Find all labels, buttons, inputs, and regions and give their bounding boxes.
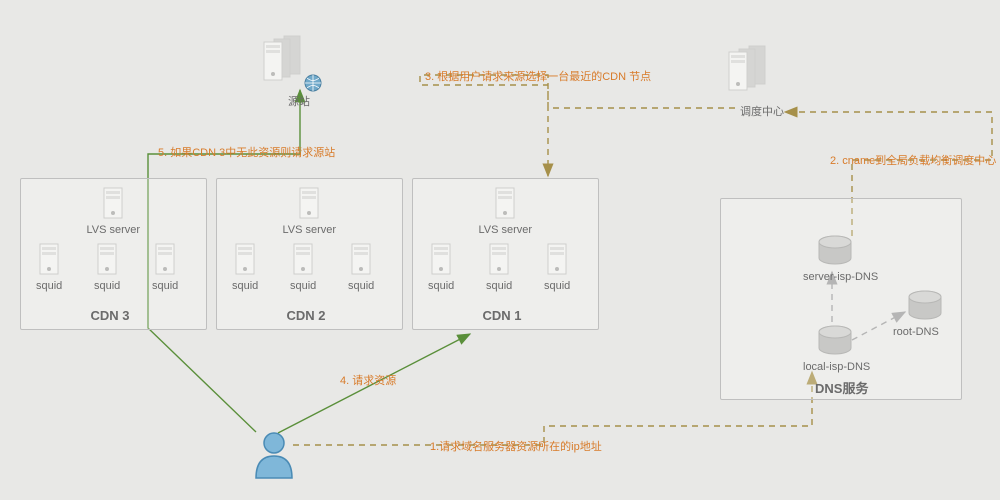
step-label-3: 3. 根据用户请求来源选择一台最近的CDN 节点 bbox=[425, 68, 651, 84]
squid-label: squid bbox=[290, 280, 316, 292]
dispatch-server-icon bbox=[725, 40, 787, 96]
lvs-label: LVS server bbox=[87, 224, 141, 236]
cdn-title: CDN 3 bbox=[91, 308, 130, 323]
diagram-root: { "canvas":{"w":1000,"h":500,"bg":"#e8e8… bbox=[0, 0, 1000, 500]
database-icon bbox=[905, 290, 945, 329]
origin-label: 源站 bbox=[288, 93, 310, 109]
squid-server-icon bbox=[34, 240, 64, 278]
lvs-server-icon bbox=[490, 184, 520, 222]
user-icon bbox=[252, 430, 296, 485]
step-label-1: 1.请求域名服务器资源所在的ip地址 bbox=[430, 438, 602, 454]
squid-label: squid bbox=[152, 280, 178, 292]
lvs-label: LVS server bbox=[479, 224, 533, 236]
squid-server-icon bbox=[484, 240, 514, 278]
dns-title: DNS服务 bbox=[815, 378, 868, 397]
squid-server-icon bbox=[288, 240, 318, 278]
dns-node-label: local-isp-DNS bbox=[803, 361, 870, 373]
squid-server-icon bbox=[426, 240, 456, 278]
dns-node-label: server-isp-DNS bbox=[803, 271, 878, 283]
squid-label: squid bbox=[94, 280, 120, 292]
lvs-server-icon bbox=[294, 184, 324, 222]
squid-server-icon bbox=[92, 240, 122, 278]
squid-server-icon bbox=[542, 240, 572, 278]
database-icon bbox=[815, 325, 855, 364]
cdn-title: CDN 1 bbox=[483, 308, 522, 323]
lvs-label: LVS server bbox=[283, 224, 337, 236]
squid-label: squid bbox=[348, 280, 374, 292]
dns-node-label: root-DNS bbox=[893, 326, 939, 338]
squid-label: squid bbox=[36, 280, 62, 292]
flow-arrow-p3 bbox=[420, 75, 735, 176]
squid-label: squid bbox=[486, 280, 512, 292]
squid-label: squid bbox=[428, 280, 454, 292]
lvs-server-icon bbox=[98, 184, 128, 222]
squid-label: squid bbox=[232, 280, 258, 292]
squid-server-icon bbox=[230, 240, 260, 278]
step-label-2: 2. cname到全局负载均衡调度中心 bbox=[830, 152, 996, 168]
step-label-5: 5. 如果CDN 3中无此资源则请求源站 bbox=[158, 144, 335, 160]
cdn-title: CDN 2 bbox=[287, 308, 326, 323]
squid-server-icon bbox=[150, 240, 180, 278]
origin-server-icon bbox=[260, 30, 322, 86]
squid-label: squid bbox=[544, 280, 570, 292]
dispatch-label: 调度中心 bbox=[740, 103, 784, 119]
step-label-4: 4. 请求资源 bbox=[340, 372, 396, 388]
squid-server-icon bbox=[346, 240, 376, 278]
database-icon bbox=[815, 235, 855, 274]
